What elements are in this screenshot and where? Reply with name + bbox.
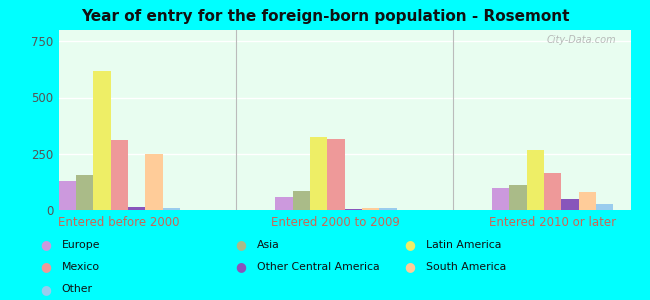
Bar — [93, 70, 110, 210]
Bar — [561, 199, 579, 210]
Bar — [58, 181, 76, 210]
Bar — [596, 204, 613, 210]
Bar — [145, 154, 162, 210]
Text: ●: ● — [404, 260, 415, 274]
Text: ●: ● — [40, 283, 51, 296]
Bar — [526, 150, 544, 210]
Text: Other Central America: Other Central America — [257, 262, 380, 272]
Bar — [327, 139, 344, 210]
Bar — [275, 196, 292, 210]
Text: City-Data.com: City-Data.com — [547, 35, 616, 45]
Text: ●: ● — [404, 238, 415, 251]
Bar — [509, 185, 527, 210]
Bar — [292, 191, 310, 210]
Text: South America: South America — [426, 262, 506, 272]
Text: ●: ● — [235, 260, 246, 274]
Text: Asia: Asia — [257, 239, 280, 250]
Text: Latin America: Latin America — [426, 239, 501, 250]
Bar — [128, 207, 145, 210]
Text: Mexico: Mexico — [62, 262, 100, 272]
Bar — [344, 209, 362, 210]
Text: ●: ● — [40, 260, 51, 274]
Bar — [162, 208, 180, 210]
Bar — [310, 137, 327, 210]
Text: ●: ● — [40, 238, 51, 251]
Text: Europe: Europe — [62, 239, 100, 250]
Text: ●: ● — [235, 238, 246, 251]
Bar — [578, 192, 596, 210]
Text: Year of entry for the foreign-born population - Rosemont: Year of entry for the foreign-born popul… — [81, 9, 569, 24]
Text: Other: Other — [62, 284, 93, 295]
Bar — [76, 175, 93, 210]
Bar — [379, 208, 396, 210]
Bar — [362, 208, 379, 210]
Bar — [111, 140, 128, 210]
Bar — [544, 173, 561, 210]
Bar — [492, 188, 509, 210]
